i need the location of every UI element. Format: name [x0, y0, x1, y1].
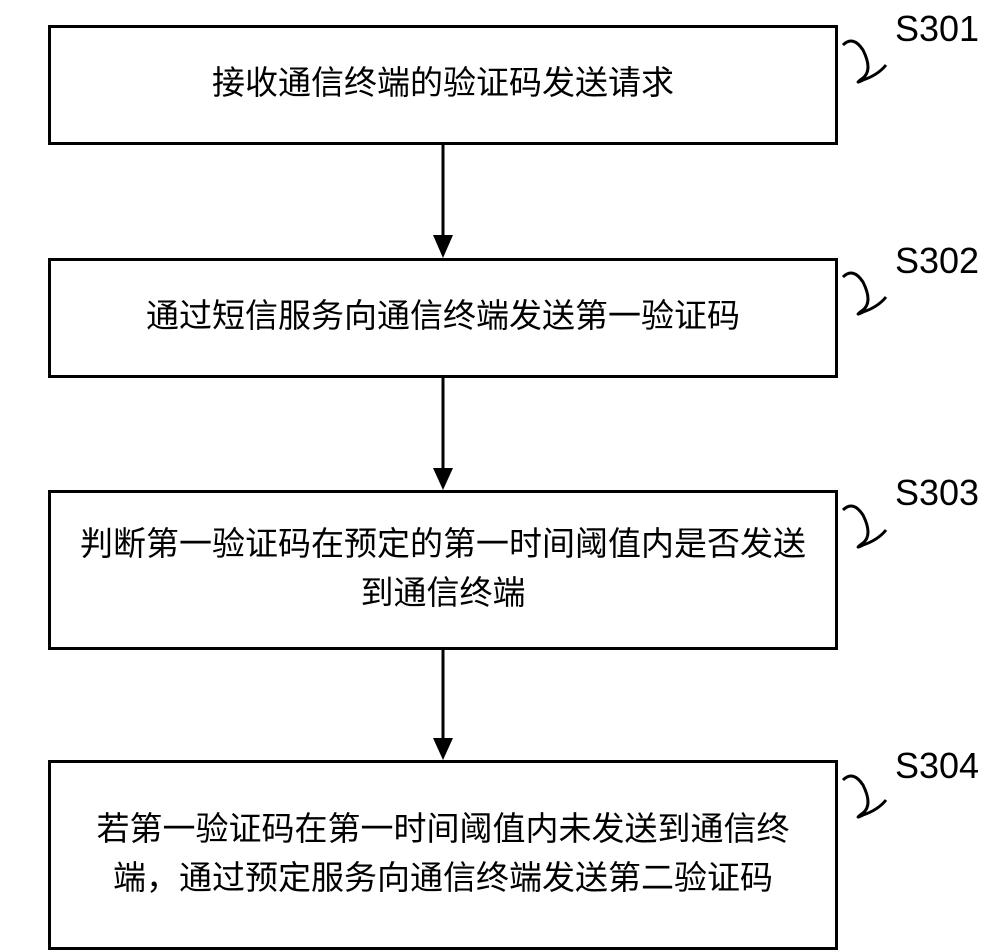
connector-squiggle: [838, 30, 898, 100]
arrow-connector: [428, 378, 458, 493]
flowchart-step-s302: 通过短信服务向通信终端发送第一验证码: [48, 258, 838, 378]
step-label-s301: S301: [895, 8, 979, 50]
step-text: 若第一验证码在第一时间阈值内未发送到通信终端，通过预定服务向通信终端发送第二验证…: [71, 806, 815, 905]
flowchart-container: 接收通信终端的验证码发送请求 S301 通过短信服务向通信终端发送第一验证码 S…: [0, 0, 1000, 952]
step-label-s304: S304: [895, 745, 979, 787]
flowchart-step-s304: 若第一验证码在第一时间阈值内未发送到通信终端，通过预定服务向通信终端发送第二验证…: [48, 760, 838, 950]
step-text: 通过短信服务向通信终端发送第一验证码: [146, 293, 740, 343]
connector-squiggle: [838, 262, 898, 332]
arrow-connector: [428, 145, 458, 260]
connector-squiggle: [838, 765, 898, 835]
flowchart-step-s301: 接收通信终端的验证码发送请求: [48, 25, 838, 145]
flowchart-step-s303: 判断第一验证码在预定的第一时间阈值内是否发送到通信终端: [48, 490, 838, 650]
step-label-s303: S303: [895, 472, 979, 514]
step-text: 接收通信终端的验证码发送请求: [212, 60, 674, 110]
connector-squiggle: [838, 495, 898, 565]
arrow-connector: [428, 650, 458, 762]
step-label-s302: S302: [895, 240, 979, 282]
step-text: 判断第一验证码在预定的第一时间阈值内是否发送到通信终端: [71, 521, 815, 620]
